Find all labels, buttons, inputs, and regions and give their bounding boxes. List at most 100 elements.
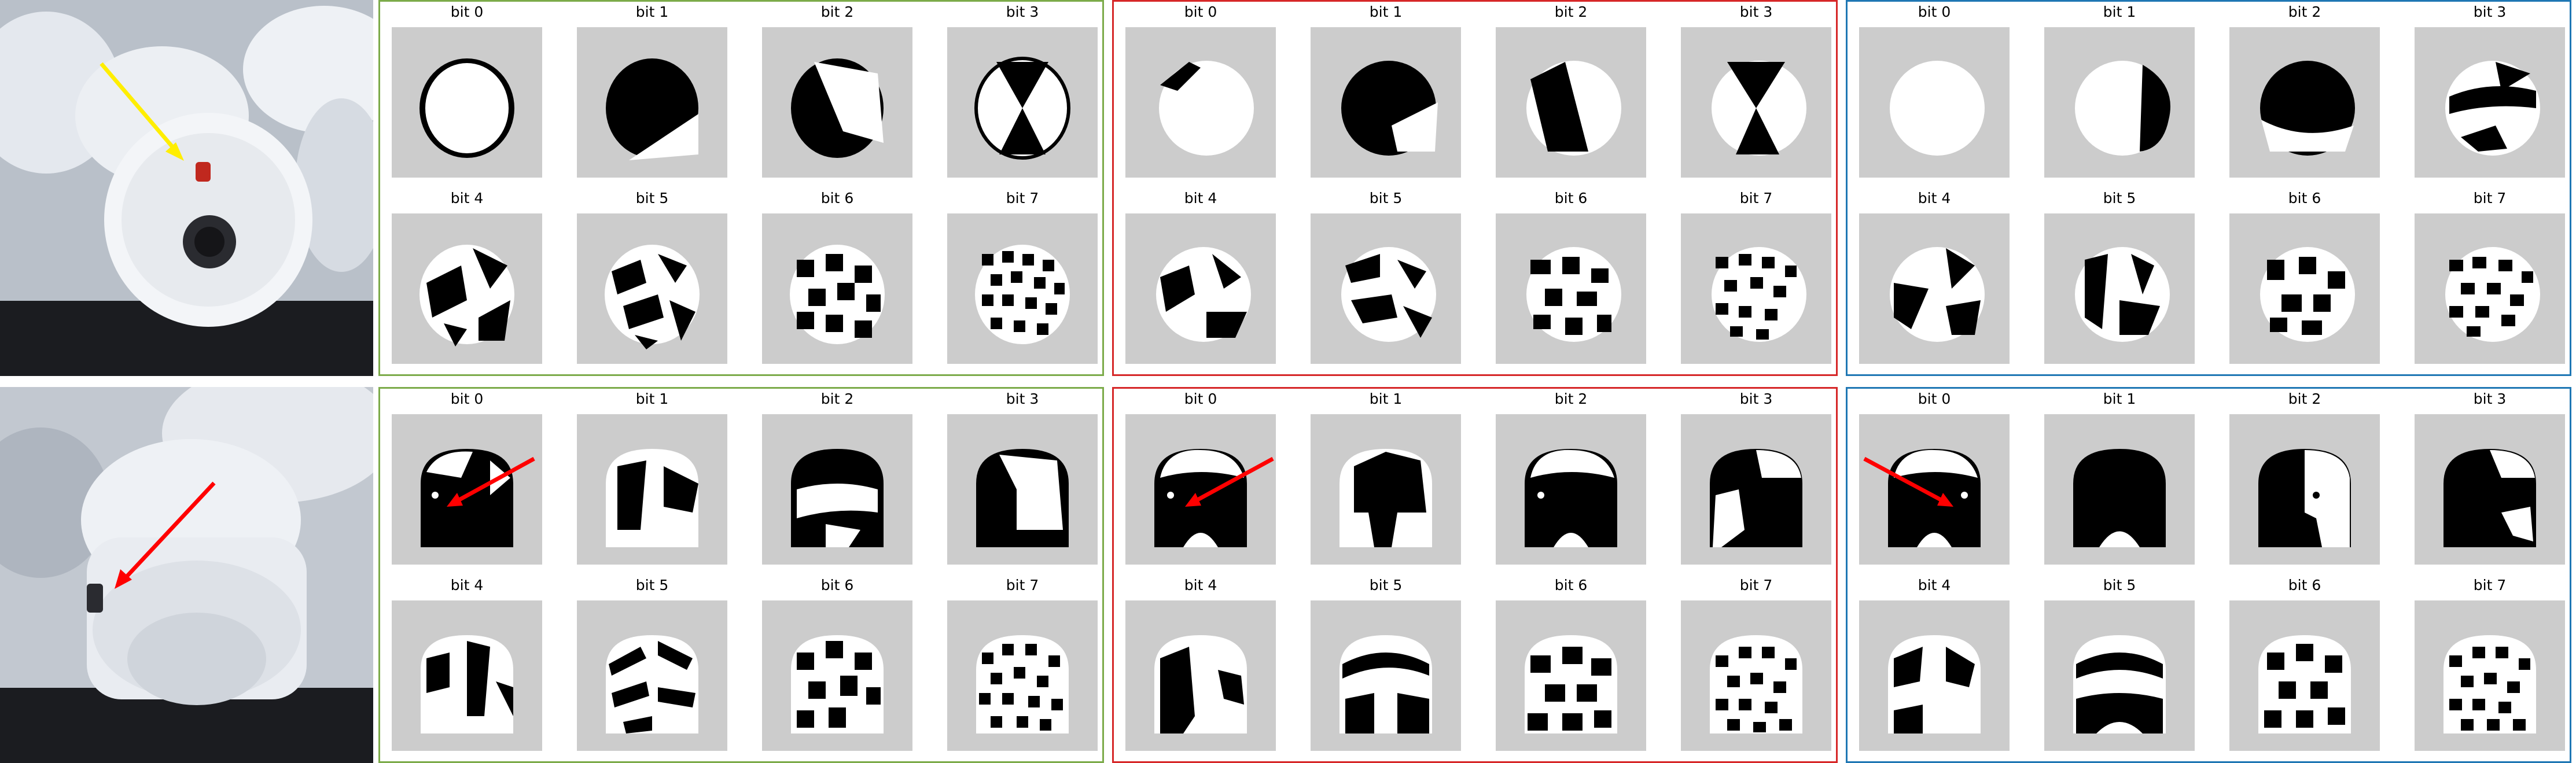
bit-label: bit 2 [1554, 3, 1588, 20]
bit-label: bit 6 [820, 577, 854, 594]
bit-mask [1125, 213, 1276, 364]
bit-mask [1311, 414, 1461, 565]
bit-label: bit 4 [450, 190, 484, 207]
bit-mask [392, 600, 542, 751]
bit-label: bit 2 [2288, 390, 2321, 407]
bit-mask [1496, 213, 1646, 364]
object-photo-top [0, 0, 373, 376]
bit-label: bit 4 [450, 577, 484, 594]
bit-mask [392, 414, 542, 565]
bit-label: bit 5 [635, 190, 669, 207]
bit-mask [1125, 27, 1276, 178]
bit-label: bit 2 [2288, 3, 2321, 20]
bit-mask [2229, 414, 2380, 565]
bit-mask [2044, 213, 2195, 364]
bit-mask [577, 414, 727, 565]
bit-label: bit 3 [1739, 3, 1773, 20]
bit-label: bit 4 [1184, 577, 1217, 594]
bit-mask [762, 600, 912, 751]
bit-mask [2044, 414, 2195, 565]
bit-tile: bit 2 [762, 389, 912, 568]
bit-tile: bit 2 [1496, 389, 1646, 568]
bit-tile: bit 7 [947, 188, 1098, 367]
bit-tile: bit 6 [2229, 188, 2380, 367]
bit-mask [2415, 600, 2565, 751]
bit-mask [1859, 414, 2010, 565]
bit-tile: bit 4 [1859, 575, 2010, 754]
bit-mask [1496, 27, 1646, 178]
bit-mask [392, 27, 542, 178]
bit-mask [1125, 600, 1276, 751]
bit-mask [2044, 600, 2195, 751]
bit-label: bit 7 [2473, 190, 2507, 207]
bit-tile: bit 2 [2229, 2, 2380, 181]
bit-mask [947, 213, 1098, 364]
bit-label: bit 1 [635, 3, 669, 20]
bit-tile: bit 3 [2415, 389, 2565, 568]
bit-label: bit 0 [450, 390, 484, 407]
bit-tile: bit 2 [762, 2, 912, 181]
bit-label: bit 7 [1739, 190, 1773, 207]
bit-tile: bit 7 [1681, 188, 1831, 367]
panel-blue-bottom: bit 0 bit 1 bit 2 bit 3 bit 4 bit 5 bit … [1846, 387, 2571, 763]
bit-label: bit 4 [1918, 190, 1951, 207]
bit-tile: bit 1 [2044, 389, 2195, 568]
bit-mask [947, 600, 1098, 751]
bit-label: bit 6 [1554, 577, 1588, 594]
bit-label: bit 0 [1184, 3, 1217, 20]
bit-tile: bit 6 [762, 575, 912, 754]
bit-mask [1859, 27, 2010, 178]
bit-tile: bit 0 [392, 389, 542, 568]
bit-mask [762, 27, 912, 178]
bit-tile: bit 7 [947, 575, 1098, 754]
bit-tile: bit 7 [2415, 188, 2565, 367]
bit-mask [947, 414, 1098, 565]
bit-tile: bit 6 [2229, 575, 2380, 754]
bit-mask [1681, 27, 1831, 178]
bit-tile: bit 0 [1125, 2, 1276, 181]
bit-tile: bit 5 [2044, 575, 2195, 754]
bit-label: bit 4 [1184, 190, 1217, 207]
bit-tile: bit 4 [392, 188, 542, 367]
bit-label: bit 5 [1369, 190, 1403, 207]
bit-tile: bit 5 [1311, 188, 1461, 367]
panel-red-top: bit 0 bit 1 bit 2 bit 3 bit 4 bit 5 bit … [1112, 0, 1838, 376]
panel-blue-top: bit 0 bit 1 bit 2 bit 3 bit 4 bit 5 bit … [1846, 0, 2571, 376]
bit-tile: bit 3 [1681, 389, 1831, 568]
bit-mask [762, 213, 912, 364]
bit-tile: bit 6 [762, 188, 912, 367]
bit-mask [2229, 213, 2380, 364]
bit-label: bit 3 [2473, 390, 2507, 407]
bit-tile: bit 0 [1125, 389, 1276, 568]
bit-tile: bit 4 [1125, 575, 1276, 754]
bit-mask [1496, 600, 1646, 751]
bit-tile: bit 1 [1311, 2, 1461, 181]
bit-label: bit 2 [820, 390, 854, 407]
bit-label: bit 3 [1006, 3, 1039, 20]
bit-mask [1859, 213, 2010, 364]
panel-green-bottom: bit 0 bit 1 bit 2 bit 3 bit 4 bit 5 bit … [378, 387, 1104, 763]
bit-mask [2044, 27, 2195, 178]
bit-tile: bit 2 [1496, 2, 1646, 181]
bit-tile: bit 1 [577, 2, 727, 181]
bit-tile: bit 4 [1859, 188, 2010, 367]
bit-tile: bit 5 [2044, 188, 2195, 367]
bit-label: bit 0 [450, 3, 484, 20]
bit-tile: bit 1 [2044, 2, 2195, 181]
bit-mask [947, 27, 1098, 178]
bit-label: bit 3 [2473, 3, 2507, 20]
bit-mask [1681, 414, 1831, 565]
bit-label: bit 6 [820, 190, 854, 207]
bit-label: bit 5 [635, 577, 669, 594]
bit-mask [1311, 600, 1461, 751]
bit-tile: bit 6 [1496, 188, 1646, 367]
bit-mask [577, 213, 727, 364]
bit-label: bit 7 [1006, 190, 1039, 207]
bit-tile: bit 7 [2415, 575, 2565, 754]
bit-label: bit 1 [635, 390, 669, 407]
bit-label: bit 6 [2288, 190, 2321, 207]
bit-tile: bit 7 [1681, 575, 1831, 754]
bit-label: bit 7 [2473, 577, 2507, 594]
bit-tile: bit 0 [392, 2, 542, 181]
bit-label: bit 1 [1369, 390, 1403, 407]
